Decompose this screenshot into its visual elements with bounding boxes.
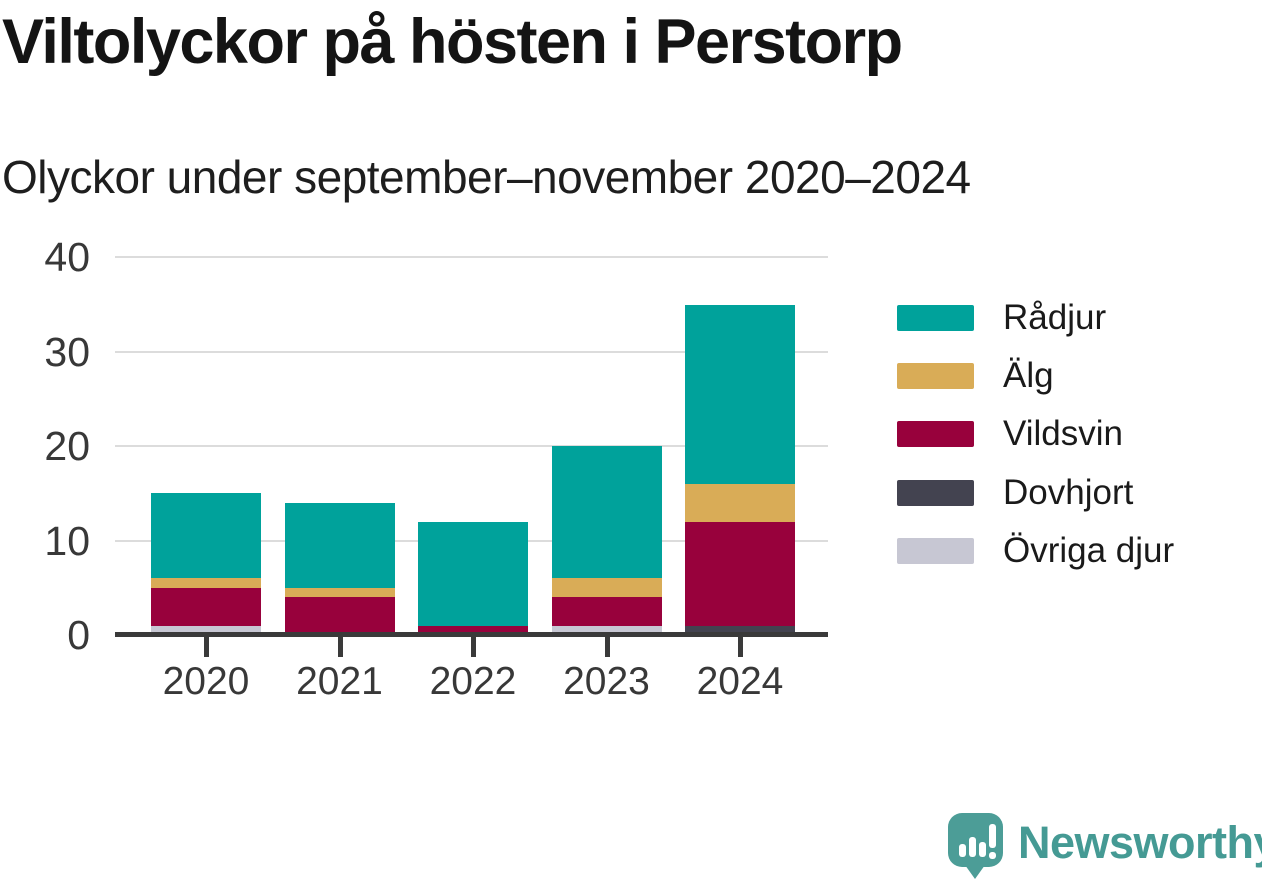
y-axis-tick-label: 20: [44, 423, 90, 470]
bar-segment-2023-övriga-djur: [551, 625, 662, 635]
chart-title: Viltolyckor på hösten i Perstorp: [2, 7, 903, 77]
logo-bar-1-icon: [959, 844, 966, 857]
bar-segment-2023-älg: [551, 578, 662, 598]
x-axis-tick: [204, 635, 209, 657]
bar-segment-2023-vildsvin: [551, 597, 662, 626]
logo-bar-2-icon: [969, 837, 976, 857]
bar-segment-2022-vildsvin: [418, 625, 528, 635]
bar-segment-2021-älg: [284, 587, 395, 598]
brand-wordmark: Newsworthy: [1018, 817, 1262, 868]
bar-segment-2024-älg: [685, 483, 795, 522]
x-axis-tick-label: 2021: [296, 660, 383, 703]
x-axis-tick: [604, 635, 610, 657]
bar-segment-2024-rådjur: [685, 304, 795, 484]
bar-segment-2024-dovhjort: [685, 625, 795, 635]
chart-subtitle: Olyckor under september–november 2020–20…: [2, 151, 971, 203]
x-axis-tick: [738, 635, 743, 657]
y-axis-tick-label: 30: [44, 328, 90, 375]
bar-segment-2020-övriga-djur: [151, 625, 261, 635]
bar-segment-2021-vildsvin: [284, 597, 395, 635]
bar-segment-2020-älg: [151, 578, 261, 588]
logo-exclamation-stem-icon: [989, 824, 996, 848]
gridline-y-30: [115, 350, 828, 353]
bar-segment-2024-vildsvin: [685, 521, 795, 626]
footer-branding: Newsworthy: [948, 811, 1262, 879]
legend-swatch: [897, 479, 974, 506]
x-axis-tick: [337, 635, 343, 657]
x-axis-tick: [471, 635, 476, 657]
y-axis-tick-label: 40: [44, 234, 90, 281]
legend-label: Älg: [1003, 356, 1054, 396]
bar-segment-2020-vildsvin: [151, 587, 261, 626]
legend-label: Dovhjort: [1003, 472, 1134, 512]
newsworthy-logo-tail: [965, 865, 985, 879]
x-axis-tick-label: 2020: [162, 660, 250, 703]
legend-swatch: [897, 421, 974, 448]
bar-segment-2022-rådjur: [418, 521, 528, 626]
legend-swatch: [897, 305, 974, 331]
legend-label: Övriga djur: [1003, 530, 1175, 570]
legend-swatch: [897, 363, 974, 390]
legend-label: Vildsvin: [1003, 414, 1123, 454]
x-axis-tick-label: 2023: [563, 660, 650, 703]
y-axis-tick-label: 0: [67, 612, 90, 658]
bar-segment-2023-rådjur: [551, 446, 662, 579]
logo-bar-3-icon: [979, 842, 986, 857]
gridline-y-40: [115, 256, 828, 259]
x-axis-line: [115, 632, 828, 637]
y-axis-tick-label: 10: [44, 517, 90, 564]
bar-segment-2021-rådjur: [284, 502, 395, 588]
gridline-y-20: [115, 445, 828, 448]
x-axis-tick-label: 2024: [696, 660, 784, 703]
legend-swatch: [897, 537, 974, 564]
legend-label: Rådjur: [1003, 298, 1107, 337]
bar-segment-2020-rådjur: [151, 493, 261, 579]
logo-exclamation-dot-icon: [989, 852, 996, 859]
x-axis-tick-label: 2022: [429, 660, 517, 703]
